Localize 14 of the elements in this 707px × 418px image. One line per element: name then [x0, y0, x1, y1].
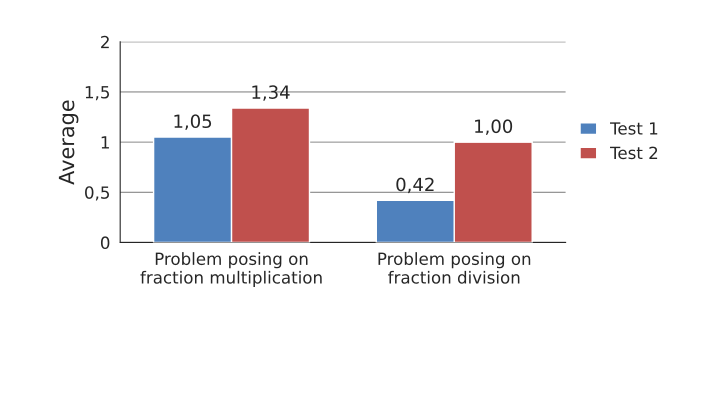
data-label: 1,00: [475, 119, 512, 135]
y-tick-label: 1: [102, 136, 109, 148]
x-tick-label: Problem posing on fraction division: [378, 252, 530, 284]
x-tick-label: Problem posing on fraction multiplication: [140, 252, 322, 287]
y-tick-label: 0: [100, 236, 110, 250]
y-tick-label: 2: [101, 36, 109, 48]
legend-label: Test 1: [610, 122, 658, 135]
y-tick-label: 0,5: [85, 186, 110, 201]
data-label: 1,34: [252, 85, 290, 101]
data-label: 1,05: [174, 114, 212, 130]
y-axis-title: Average: [58, 100, 78, 185]
y-tick-label: 1,5: [86, 86, 110, 100]
legend-label: Test 2: [610, 146, 658, 160]
data-label: 0,42: [396, 178, 434, 194]
